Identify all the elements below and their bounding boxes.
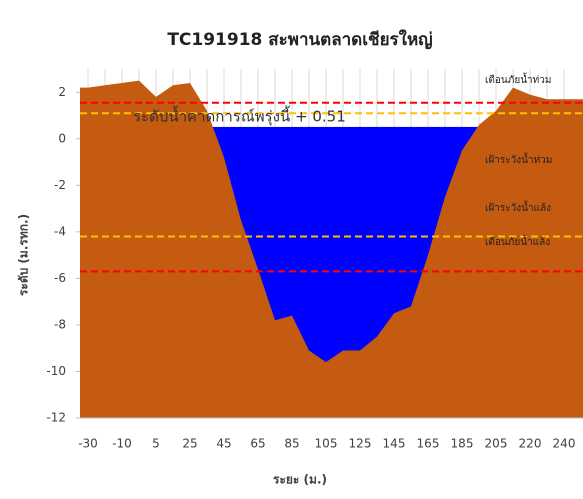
y-tick-label: -2 bbox=[54, 178, 66, 192]
ground-area bbox=[80, 80, 583, 418]
threshold-label: เตือนภัยน้ำแล้ง bbox=[485, 234, 550, 248]
chart-title: TC191918 สะพานตลาดเชียรใหญ่ bbox=[167, 29, 432, 50]
y-tick-label: -8 bbox=[54, 317, 66, 331]
threshold-label: เฝ้าระวังน้ำแล้ง bbox=[485, 200, 551, 214]
x-tick-label: 125 bbox=[349, 437, 372, 451]
x-tick-label: 240 bbox=[553, 437, 576, 451]
y-tick-label: -6 bbox=[54, 271, 66, 285]
x-tick-label: 165 bbox=[417, 437, 440, 451]
x-tick-label: 85 bbox=[284, 437, 299, 451]
x-tick-label: -30 bbox=[78, 437, 98, 451]
x-tick-label: 205 bbox=[485, 437, 508, 451]
x-tick-label: 185 bbox=[451, 437, 474, 451]
x-tick-label: 220 bbox=[519, 437, 542, 451]
y-axis-label: ระดับ (ม.รทก.) bbox=[17, 214, 31, 296]
x-tick-label: 105 bbox=[315, 437, 338, 451]
y-tick-label: -4 bbox=[54, 224, 66, 238]
x-tick-label: 45 bbox=[216, 437, 231, 451]
x-tick-label: 25 bbox=[182, 437, 197, 451]
threshold-label: เตือนภัยน้ำท่วม bbox=[485, 72, 551, 86]
y-tick-label: -10 bbox=[46, 364, 66, 378]
y-tick-label: -12 bbox=[46, 411, 66, 425]
x-tick-label: 145 bbox=[383, 437, 406, 451]
threshold-label: เฝ้าระวังน้ำท่วม bbox=[485, 152, 552, 166]
forecast-label: ระดับน้ำคาดการณ์พรุ่งนี้ + 0.51 bbox=[133, 106, 346, 127]
x-tick-label: 5 bbox=[152, 437, 160, 451]
x-tick-label: 65 bbox=[250, 437, 265, 451]
x-tick-label: -10 bbox=[112, 437, 132, 451]
x-axis-label: ระยะ (ม.) bbox=[273, 473, 327, 487]
y-tick-label: 2 bbox=[58, 85, 66, 99]
y-tick-label: 0 bbox=[58, 131, 66, 145]
